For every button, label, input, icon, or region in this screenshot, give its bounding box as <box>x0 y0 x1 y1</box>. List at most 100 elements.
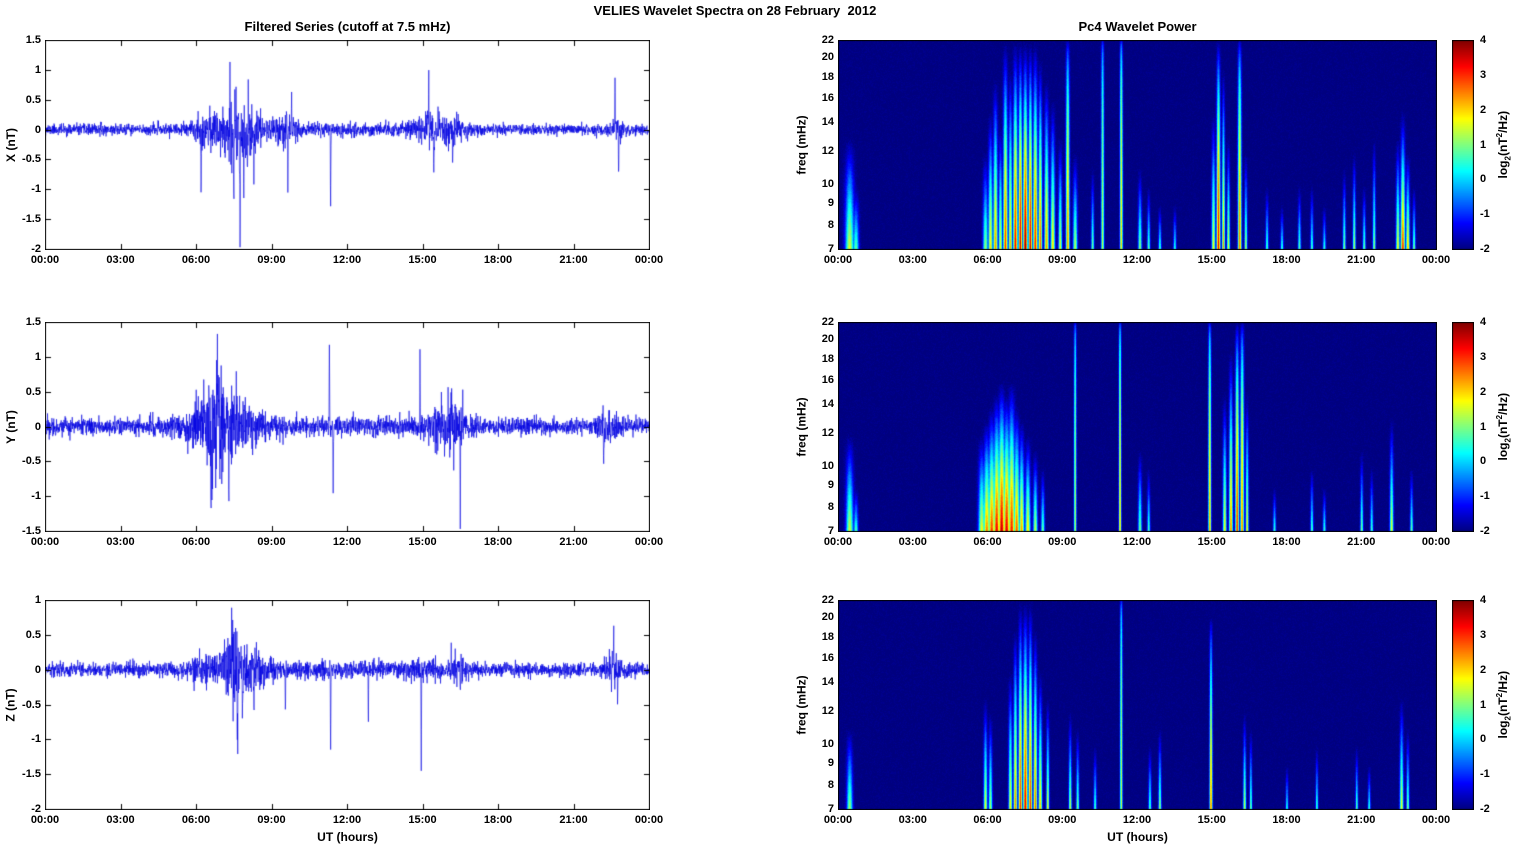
tick-label: 8 <box>827 218 834 231</box>
tick-label: 12:00 <box>1122 254 1152 266</box>
tick-label: 10 <box>821 737 834 750</box>
tick-label: 06:00 <box>973 536 1002 548</box>
tick-label: 3 <box>1480 350 1487 363</box>
tick-label: 18:00 <box>483 536 513 548</box>
tick-label: 16 <box>821 652 834 665</box>
colorbar-canvas <box>1452 322 1474 532</box>
tick-label: 1.5 <box>25 316 41 328</box>
tick-label: 7 <box>827 525 834 537</box>
y-axis-label: freq (mHz) <box>795 115 809 175</box>
tick-label: 1 <box>34 594 41 606</box>
tick-label: 0 <box>34 420 41 433</box>
tick-label: 06:00 <box>181 254 211 266</box>
tick-label: 03:00 <box>898 254 927 266</box>
y-timeseries-canvas <box>45 322 650 532</box>
tick-label: 00:00 <box>634 254 664 266</box>
tick-label: 06:00 <box>181 536 211 548</box>
tick-label: 22 <box>821 594 834 606</box>
tick-label: 22 <box>821 316 834 328</box>
tick-label: 18:00 <box>1272 814 1301 826</box>
x-wavelet-canvas <box>838 40 1437 250</box>
x-axis-label: UT (hours) <box>1107 830 1168 844</box>
tick-label: 20 <box>821 333 834 346</box>
tick-label: 06:00 <box>181 814 211 826</box>
panel-y-timeseries: Y (nT) 1.5 1 0.5 0 -0.5 -1 -1.5 00:00 03:00 06:00… <box>4 316 663 548</box>
panel-y-wavelet: freq (mHz) log2(nT2/Hz) 7 8 9 10 12 14 16 18 20 2… <box>795 316 1513 548</box>
tick-label: 0 <box>34 123 41 136</box>
tick-label: 21:00 <box>559 814 588 826</box>
tick-label: 21:00 <box>559 254 588 266</box>
tick-label: 09:00 <box>257 536 286 548</box>
y-wavelet-canvas <box>838 322 1437 532</box>
panel-title: Filtered Series (cutoff at 7.5 mHz) <box>244 19 451 34</box>
tick-label: 18 <box>821 352 834 365</box>
figure-title: VELIES Wavelet Spectra on 28 February 20… <box>593 3 877 18</box>
tick-label: 15:00 <box>1197 536 1226 548</box>
tick-label: 15:00 <box>408 254 437 266</box>
tick-label: 00:00 <box>634 536 664 548</box>
tick-label: 0 <box>1480 455 1487 468</box>
tick-label: 1.5 <box>25 34 41 46</box>
tick-label: -0.5 <box>22 153 41 166</box>
tick-label: 20 <box>821 51 834 64</box>
tick-label: 0.5 <box>25 93 41 106</box>
tick-label: 12:00 <box>332 254 362 266</box>
y-axis-label: freq (mHz) <box>795 397 809 457</box>
tick-label: 12:00 <box>332 814 362 826</box>
tick-label: 09:00 <box>1048 814 1077 826</box>
x-axis-label: UT (hours) <box>317 830 378 844</box>
tick-label: 0 <box>1480 733 1487 746</box>
tick-label: 21:00 <box>1347 254 1376 266</box>
tick-label: 8 <box>827 500 834 513</box>
tick-label: 21:00 <box>559 536 588 548</box>
panel-title: Pc4 Wavelet Power <box>1078 19 1197 34</box>
tick-label: -1 <box>1480 490 1490 503</box>
tick-label: -1 <box>31 733 41 746</box>
tick-label: 21:00 <box>1347 814 1376 826</box>
tick-label: -1 <box>31 490 41 503</box>
tick-label: -2 <box>1480 525 1490 537</box>
tick-label: 00:00 <box>823 254 853 266</box>
tick-label: 9 <box>827 479 834 492</box>
tick-label: 12:00 <box>1122 814 1152 826</box>
tick-label: -2 <box>31 803 41 815</box>
tick-label: 22 <box>821 34 834 46</box>
tick-label: 00:00 <box>1421 814 1451 826</box>
tick-label: 15:00 <box>1197 814 1226 826</box>
tick-label: 10 <box>821 459 834 472</box>
tick-label: 18:00 <box>1272 536 1301 548</box>
tick-label: 3 <box>1480 628 1487 641</box>
tick-label: 7 <box>827 243 834 255</box>
tick-label: 09:00 <box>257 254 286 266</box>
tick-label: 0 <box>34 663 41 676</box>
tick-label: -1 <box>1480 208 1490 221</box>
tick-label: 9 <box>827 757 834 770</box>
tick-label: 10 <box>821 177 834 190</box>
tick-label: 1 <box>1480 420 1487 433</box>
tick-label: 1 <box>34 63 41 76</box>
tick-label: 18 <box>821 630 834 643</box>
tick-label: 12 <box>821 426 834 439</box>
tick-label: 03:00 <box>898 814 927 826</box>
tick-label: 4 <box>1480 34 1487 46</box>
panel-z-wavelet: freq (mHz) log2(nT2/Hz) UT (hours) 7 8 9 10… <box>795 594 1513 844</box>
tick-label: -2 <box>1480 803 1490 815</box>
tick-label: 03:00 <box>106 536 135 548</box>
colorbar-canvas <box>1452 600 1474 810</box>
tick-label: 12 <box>821 144 834 157</box>
tick-label: 2 <box>1480 103 1487 116</box>
tick-label: 06:00 <box>973 814 1002 826</box>
tick-label: 0.5 <box>25 385 41 398</box>
y-axis-label: freq (mHz) <box>795 675 809 735</box>
tick-label: 00:00 <box>1421 536 1451 548</box>
tick-label: 16 <box>821 92 834 105</box>
tick-label: 18:00 <box>1272 254 1301 266</box>
tick-label: 14 <box>821 116 834 129</box>
tick-label: -1 <box>31 183 41 196</box>
tick-label: 18:00 <box>483 814 513 826</box>
tick-label: 7 <box>827 803 834 815</box>
tick-label: 00:00 <box>30 254 60 266</box>
x-timeseries-canvas <box>45 40 650 250</box>
tick-label: 03:00 <box>106 254 135 266</box>
